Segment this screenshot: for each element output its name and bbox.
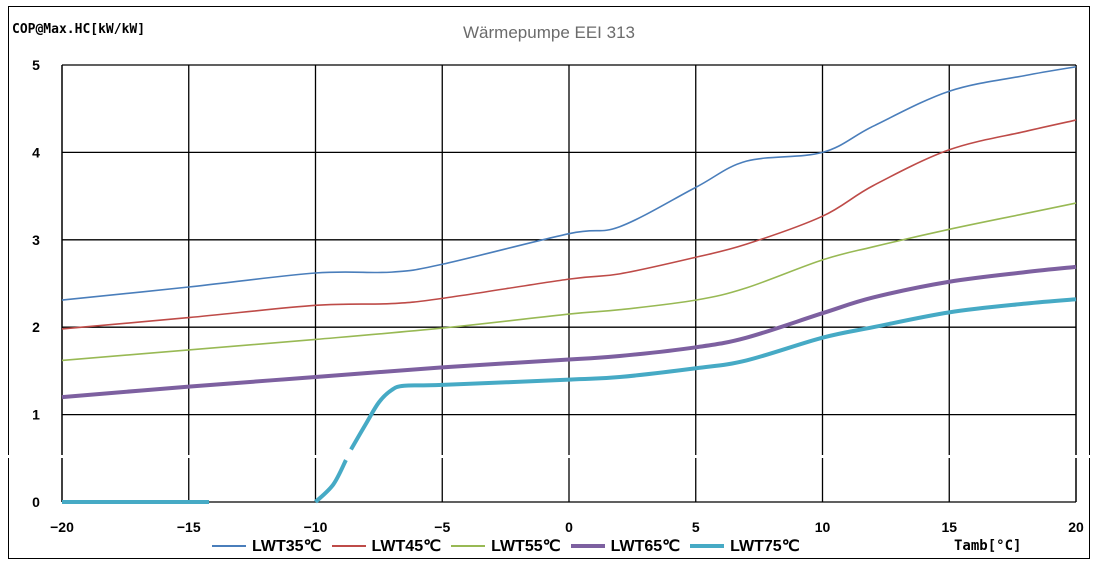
x-axis-label: Tamb[°C] xyxy=(954,538,1022,554)
x-tick-label: −15 xyxy=(177,519,201,535)
series-line-1 xyxy=(61,119,1077,330)
legend-item-lwt65: LWT65℃ xyxy=(570,536,681,556)
legend-label-lwt55: LWT55℃ xyxy=(491,538,561,555)
series-line-0 xyxy=(61,65,1077,301)
legend-swatch-lwt55 xyxy=(451,545,486,547)
legend: LWT35℃ LWT45℃ LWT55℃ LWT65℃ LWT75℃ xyxy=(212,536,800,556)
x-tick-label: 15 xyxy=(941,519,957,535)
y-tick-label: 2 xyxy=(32,319,40,335)
legend-item-lwt45: LWT45℃ xyxy=(331,536,442,556)
legend-swatch-lwt65 xyxy=(570,544,605,548)
x-tick-label: −5 xyxy=(434,519,450,535)
chart-title: Wärmepumpe EEI 313 xyxy=(463,23,635,42)
y-tick-label: 4 xyxy=(32,144,40,160)
y-tick-label: 1 xyxy=(32,407,40,423)
x-tick-labels: −20 −15 −10 −5 0 5 10 15 20 xyxy=(50,519,1084,535)
legend-label-lwt75: LWT75℃ xyxy=(730,538,800,555)
legend-label-lwt35: LWT35℃ xyxy=(252,538,322,555)
image-crop-band xyxy=(0,455,1098,458)
legend-swatch-lwt75 xyxy=(690,544,725,548)
series-line-4 xyxy=(349,297,1077,451)
legend-item-lwt75: LWT75℃ xyxy=(690,536,800,556)
grid xyxy=(0,64,1098,503)
y-tick-label: 0 xyxy=(32,494,40,510)
x-tick-label: 20 xyxy=(1068,519,1084,535)
series-line-4 xyxy=(314,459,348,504)
legend-swatch-lwt35 xyxy=(212,545,246,547)
y-tick-label: 3 xyxy=(32,232,40,248)
x-tick-label: −20 xyxy=(50,519,74,535)
y-tick-label: 5 xyxy=(32,57,40,73)
y-axis-label: COP@Max.HC[kW/kW] xyxy=(12,22,146,37)
x-tick-label: −10 xyxy=(304,519,328,535)
legend-swatch-lwt45 xyxy=(331,545,366,547)
legend-item-lwt35: LWT35℃ xyxy=(212,536,322,556)
series-lines xyxy=(61,65,1077,504)
legend-label-lwt45: LWT45℃ xyxy=(371,538,442,555)
y-tick-labels: 0 1 2 3 4 5 xyxy=(32,57,40,510)
x-tick-label: 0 xyxy=(565,519,573,535)
series-line-2 xyxy=(61,202,1077,362)
x-tick-label: 10 xyxy=(815,519,831,535)
legend-item-lwt55: LWT55℃ xyxy=(451,536,561,556)
legend-label-lwt65: LWT65℃ xyxy=(610,538,681,555)
series-line-3 xyxy=(61,264,1077,400)
x-tick-label: 5 xyxy=(692,519,700,535)
